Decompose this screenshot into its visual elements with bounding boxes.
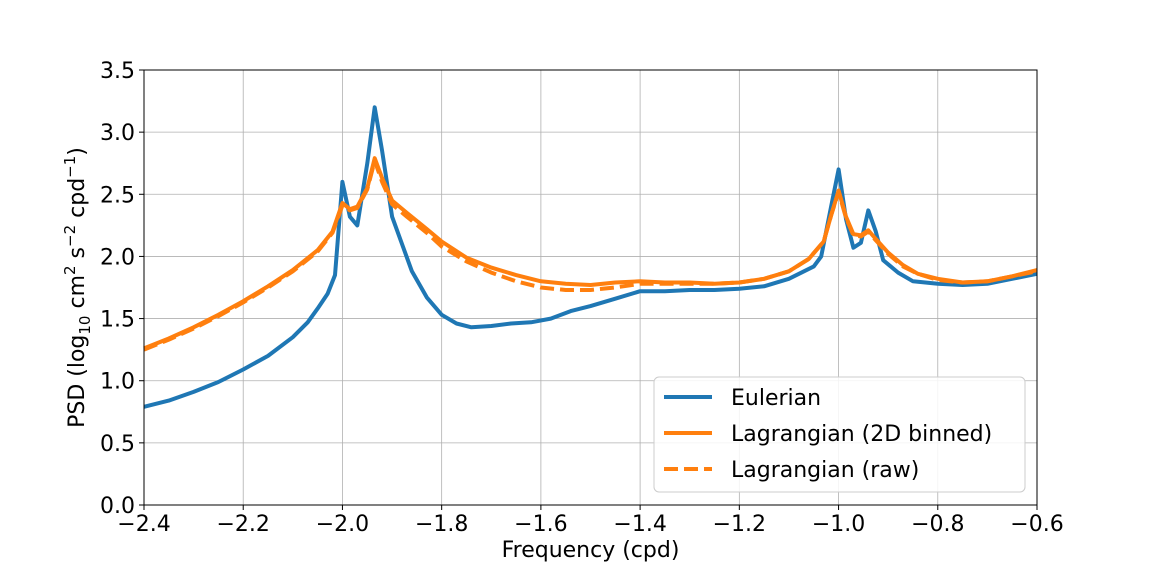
axis-ticks: −2.4 −2.2 −2.0 −1.8 −1.6 −1.4 −1.2 −1.0 −0.8 −0.6… [100,59,1064,537]
legend-label-lagrangian-raw: Lagrangian (raw) [731,458,919,483]
y-axis-title-unit2: s [65,247,90,265]
legend-box [653,376,1026,493]
y-axis-title-unit3: cpd [65,178,90,225]
x-tick-label: −0.6 [1010,512,1063,537]
x-tick-label: −2.2 [217,512,270,537]
legend-label-eulerian: Eulerian [731,386,821,411]
y-axis-title-unit1: cm [65,275,90,316]
y-axis-title: PSD (log10 cm2 s−2 cpd−1) [61,147,94,428]
y-axis-title-sub: 10 [76,316,94,335]
y-tick-label: 2.5 [100,183,135,208]
y-tick-label: 0.5 [100,432,135,457]
x-tick-label: −1.4 [613,512,666,537]
y-axis-title-prefix: PSD (log [65,335,90,428]
y-tick-label: 1.0 [100,370,135,395]
x-tick-label: −1.2 [713,512,766,537]
y-axis-title-sup3: −1 [61,156,79,178]
legend: Eulerian Lagrangian (2D binned) Lagrangi… [653,376,1026,493]
series-lines [143,105,1038,409]
series-line-eulerian [143,105,1038,409]
x-tick-label: −1.6 [514,512,567,537]
y-tick-label: 2.0 [100,245,135,270]
y-axis-title-sup1: 2 [61,265,79,275]
x-tick-label: −1.8 [415,512,468,537]
y-axis-title-suffix: ) [65,147,90,156]
y-tick-label: 0.0 [100,494,135,519]
series-line-lagrangian-raw [143,158,1038,352]
x-tick-label: −2.4 [117,512,170,537]
y-tick-label: 3.5 [100,59,135,84]
y-tick-label: 3.0 [100,121,135,146]
x-axis-title: Frequency (cpd) [502,538,680,563]
plot-frame [143,69,1038,506]
x-tick-label: −2.0 [316,512,369,537]
legend-label-lagrangian-binned: Lagrangian (2D binned) [731,422,992,447]
x-tick-label: −1.0 [812,512,865,537]
x-tick-label: −0.8 [911,512,964,537]
y-axis-title-sup2: −2 [61,225,79,247]
y-tick-label: 1.5 [100,308,135,333]
